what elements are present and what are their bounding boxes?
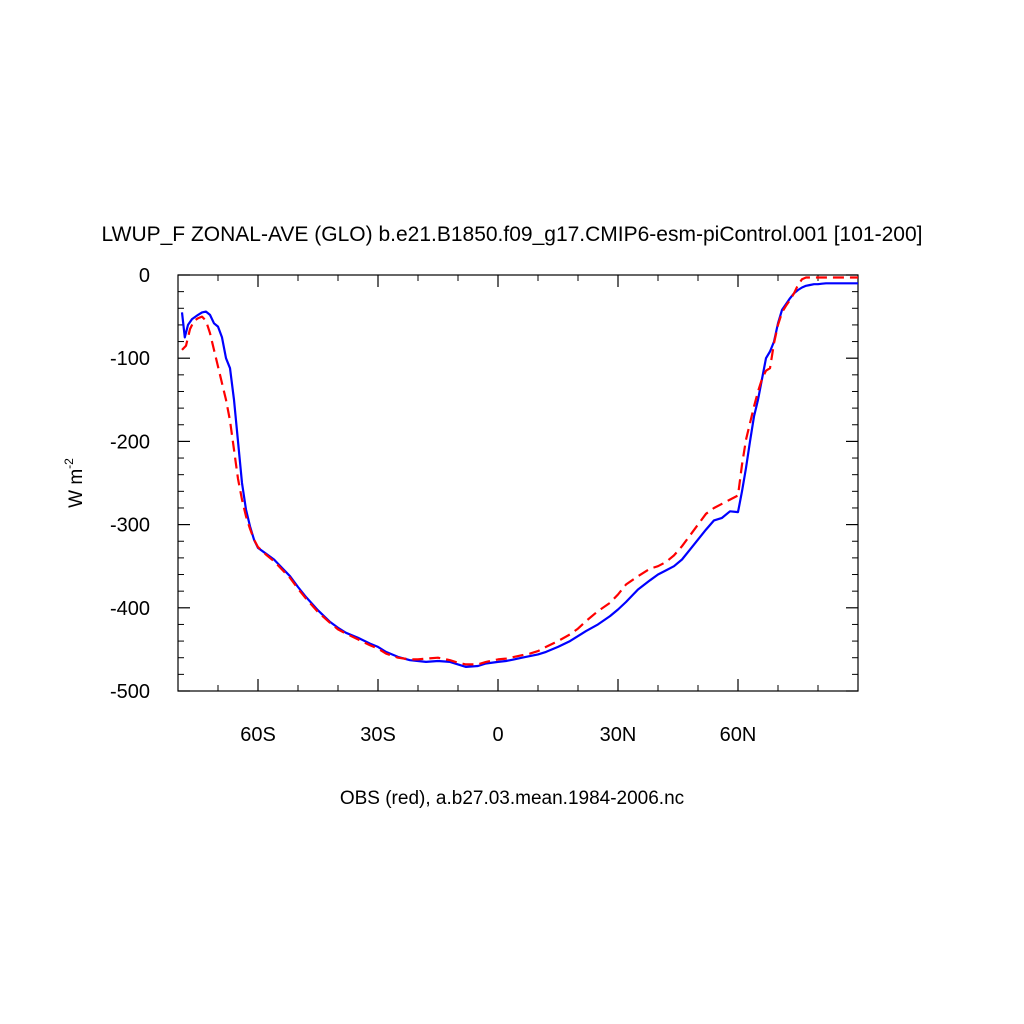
series-line-0: [180, 282, 858, 668]
y-tick-label-0: 0: [139, 265, 150, 287]
axis-ticks: [177, 274, 859, 692]
x-tick-label-2: 0: [492, 724, 503, 746]
x-tick-label-3: 30N: [600, 724, 637, 746]
series-line-1: [181, 276, 858, 666]
x-tick-label-1: 30S: [360, 724, 396, 746]
y-tick-label-5: -500: [110, 681, 150, 703]
x-tick-labels: 60S 30S 0 30N 60N: [240, 724, 756, 746]
x-axis-label: OBS (red), a.b27.03.mean.1984-2006.nc: [340, 788, 684, 809]
plot-frame: [177, 274, 859, 692]
y-tick-label-3: -300: [110, 515, 150, 537]
y-tick-label-2: -200: [110, 431, 150, 453]
y-axis-label: W m-2: [62, 458, 87, 508]
y-axis-label-base: W m: [66, 469, 87, 508]
x-tick-label-0: 60S: [240, 724, 276, 746]
x-tick-label-4: 60N: [720, 724, 757, 746]
y-tick-label-4: -400: [110, 598, 150, 620]
y-axis-label-superscript: -2: [62, 458, 76, 469]
chart-title: LWUP_F ZONAL-AVE (GLO) b.e21.B1850.f09_g…: [102, 223, 923, 246]
y-tick-labels: 0 -100 -200 -300 -400 -500: [110, 265, 150, 703]
y-tick-label-1: -100: [110, 348, 150, 370]
series-lines: [180, 276, 858, 668]
